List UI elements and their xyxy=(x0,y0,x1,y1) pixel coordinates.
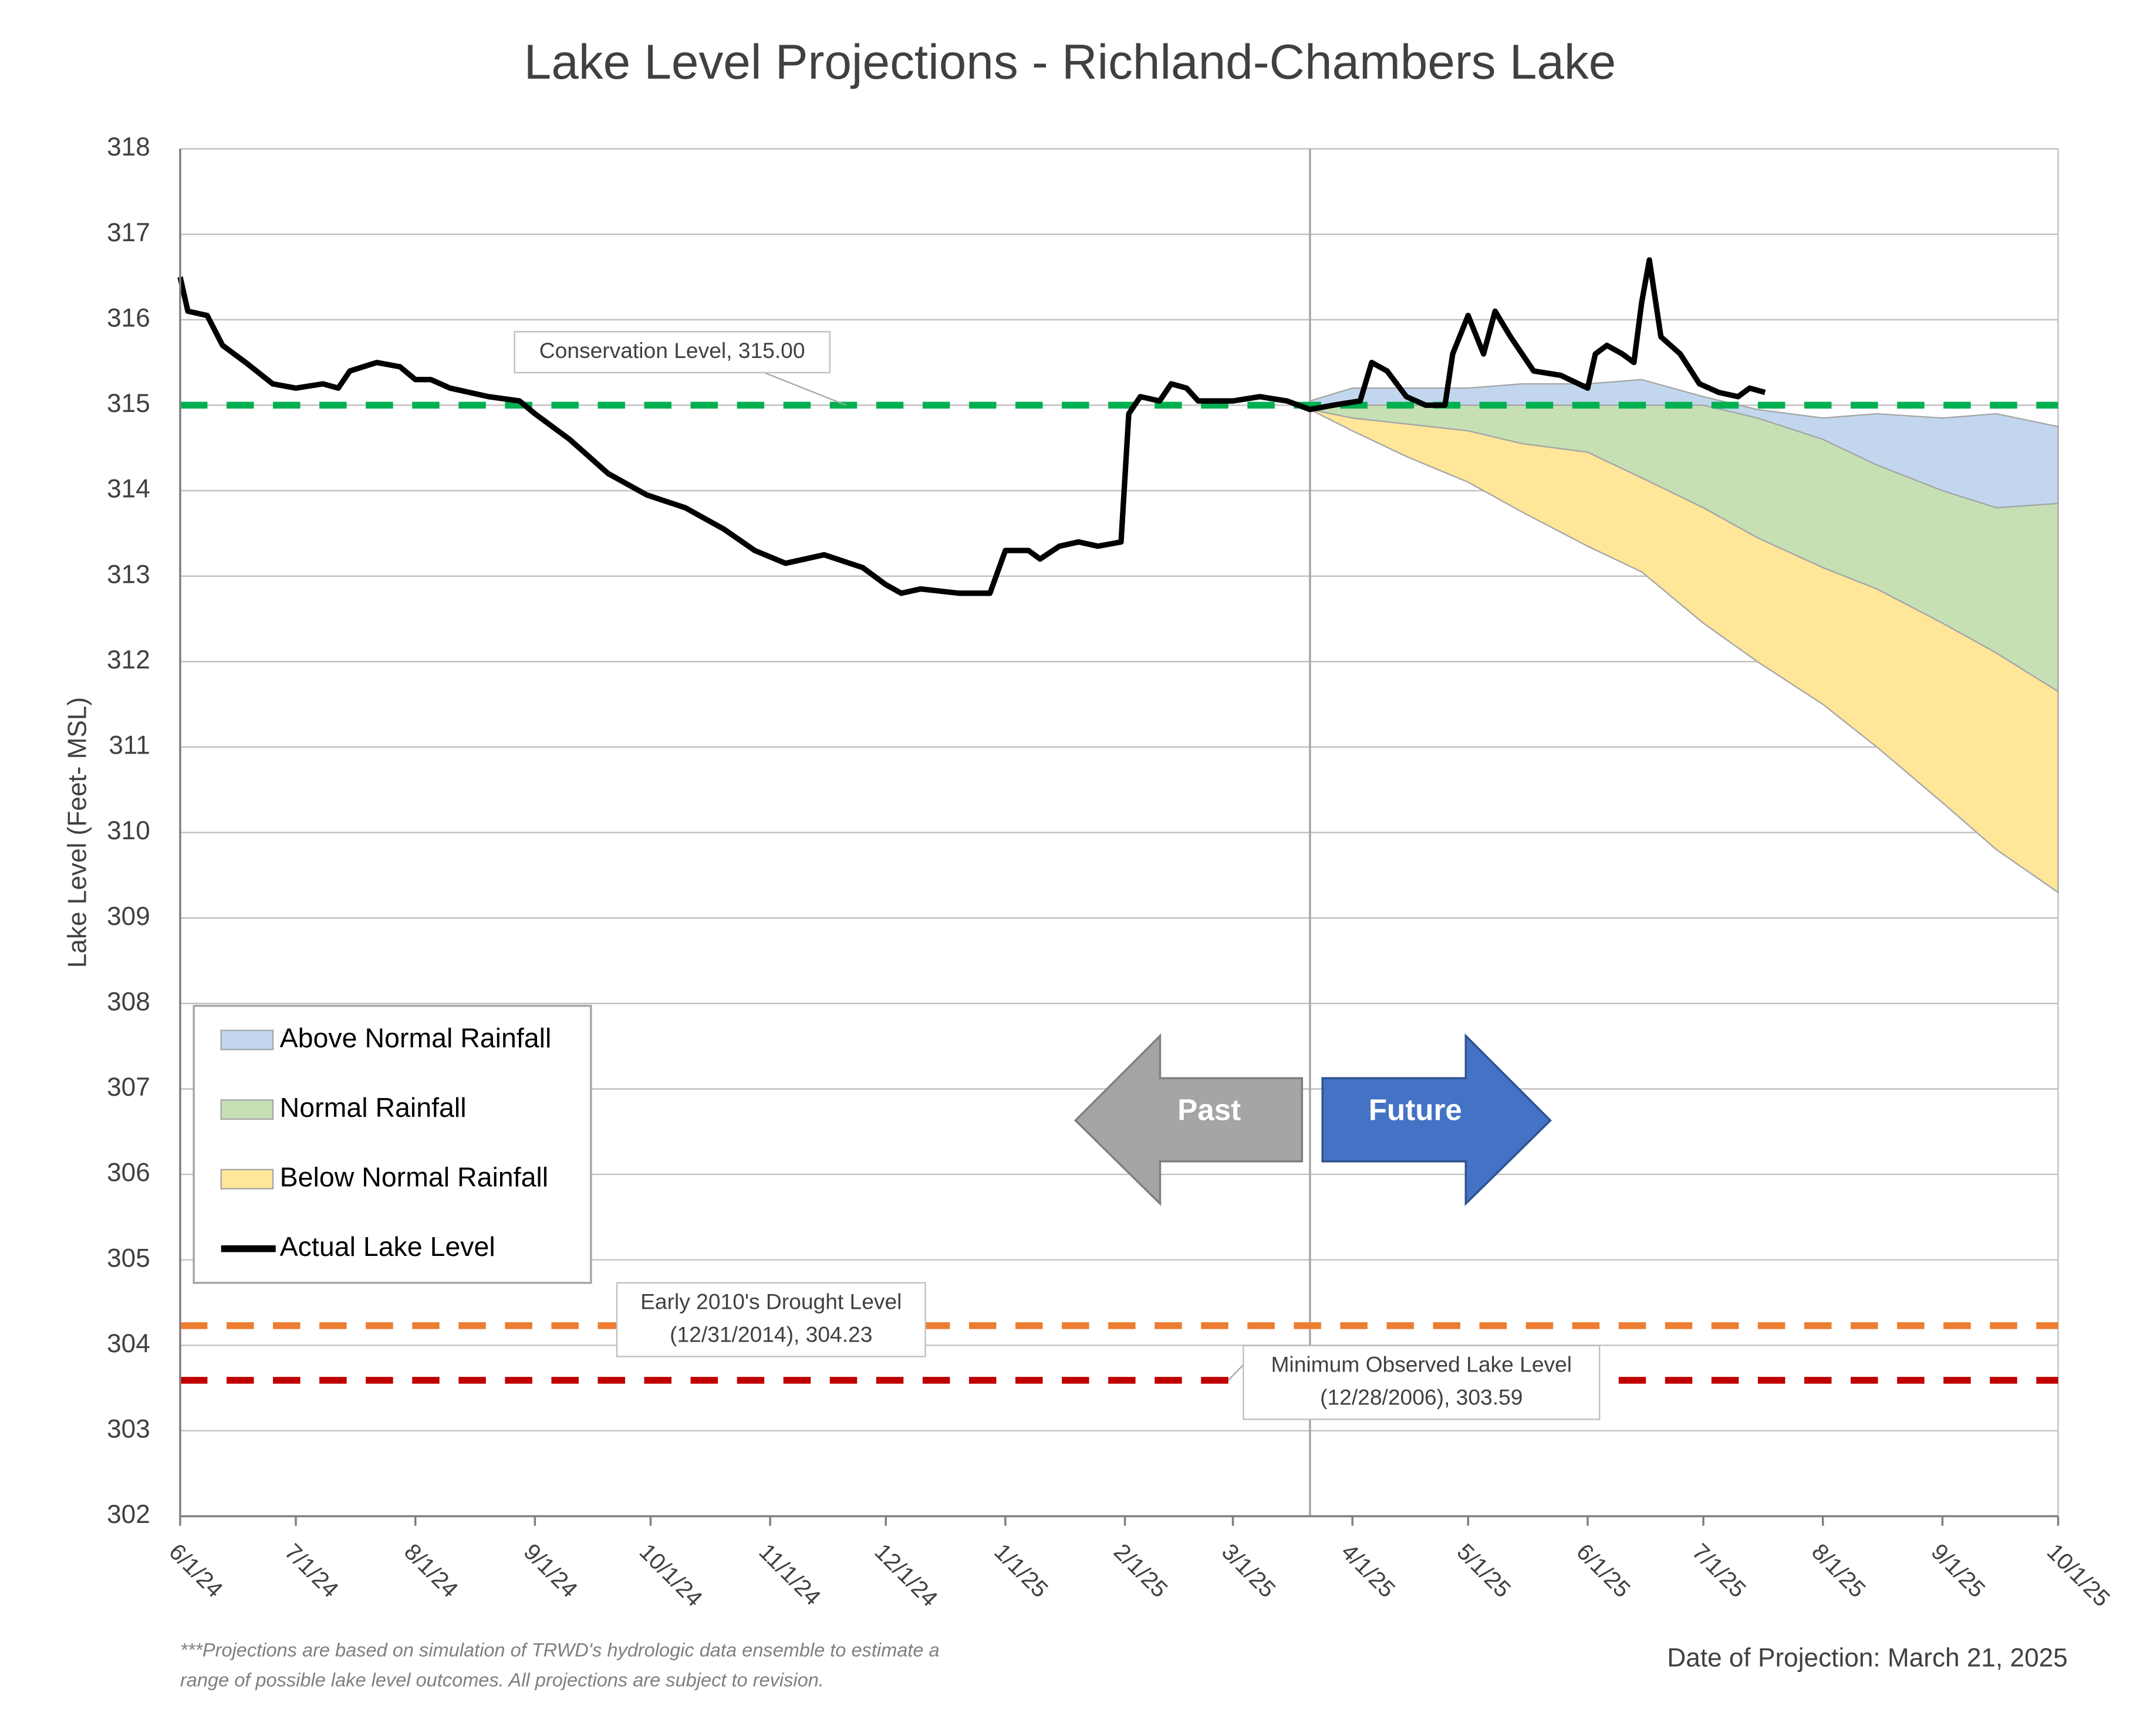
arrow-label: Past xyxy=(1177,1093,1241,1127)
legend-label: Below Normal Rainfall xyxy=(280,1161,548,1192)
legend: Above Normal Rainfall Normal Rainfall Belo… xyxy=(193,1005,592,1284)
footnote: range of possible lake level outcomes. A… xyxy=(180,1669,824,1690)
annotation-box xyxy=(514,331,831,374)
y-tick-label: 313 xyxy=(107,560,150,589)
y-tick-label: 316 xyxy=(107,304,150,333)
y-tick-label: 307 xyxy=(107,1073,150,1102)
y-axis-label: Lake Level (Feet- MSL) xyxy=(63,697,92,968)
annotation: Conservation Level, 315.00 xyxy=(539,338,805,363)
annotation: (12/28/2006), 303.59 xyxy=(1320,1384,1523,1409)
projection-date: Date of Projection: March 21, 2025 xyxy=(1667,1643,2067,1672)
annotation: Early 2010's Drought Level xyxy=(640,1289,902,1314)
legend-swatch xyxy=(220,1099,274,1120)
legend-box xyxy=(193,1005,592,1284)
y-tick-label: 310 xyxy=(107,816,150,845)
arrow-label: Future xyxy=(1369,1093,1462,1127)
y-tick-label: 312 xyxy=(107,646,150,674)
lines xyxy=(177,257,1766,596)
y-tick-label: 317 xyxy=(107,218,150,247)
y-tick-label: 318 xyxy=(107,133,150,161)
legend-swatch xyxy=(220,1168,274,1190)
annotation: Minimum Observed Lake Level xyxy=(1271,1352,1572,1377)
y-tick-label: 311 xyxy=(109,731,150,760)
y-tick-label: 305 xyxy=(107,1244,150,1272)
callout-pointer xyxy=(764,371,847,406)
past-arrow xyxy=(1074,1033,1304,1207)
annotation-box xyxy=(1243,1345,1601,1420)
y-tick-label: 306 xyxy=(107,1159,150,1187)
legend-swatch xyxy=(220,1029,274,1051)
y-tick-label: 308 xyxy=(107,987,150,1016)
y-tick-label: 304 xyxy=(107,1329,150,1358)
legend-label: Above Normal Rainfall xyxy=(280,1022,552,1053)
annotation-box xyxy=(616,1282,926,1357)
range-band xyxy=(1309,408,2059,894)
reference-lines: Conservation Level, 315.00 Early 2010's D… xyxy=(180,331,2058,1420)
y-tick-label: 303 xyxy=(107,1415,150,1444)
legend-label: Actual Lake Level xyxy=(280,1231,495,1262)
future-arrow xyxy=(1321,1033,1552,1207)
chart-title: Lake Level Projections - Richland-Chambe… xyxy=(524,34,1616,89)
actual-line xyxy=(177,257,1766,596)
y-tick-label: 315 xyxy=(107,389,150,418)
y-tick-label: 314 xyxy=(107,475,150,504)
y-tick-label: 302 xyxy=(107,1500,150,1529)
y-tick-label: 309 xyxy=(107,902,150,931)
legend-label: Normal Rainfall xyxy=(280,1092,467,1123)
callout-pointer xyxy=(1227,1364,1244,1381)
annotation: (12/31/2014), 304.23 xyxy=(670,1322,872,1346)
footnote: ***Projections are based on simulation o… xyxy=(180,1639,940,1660)
